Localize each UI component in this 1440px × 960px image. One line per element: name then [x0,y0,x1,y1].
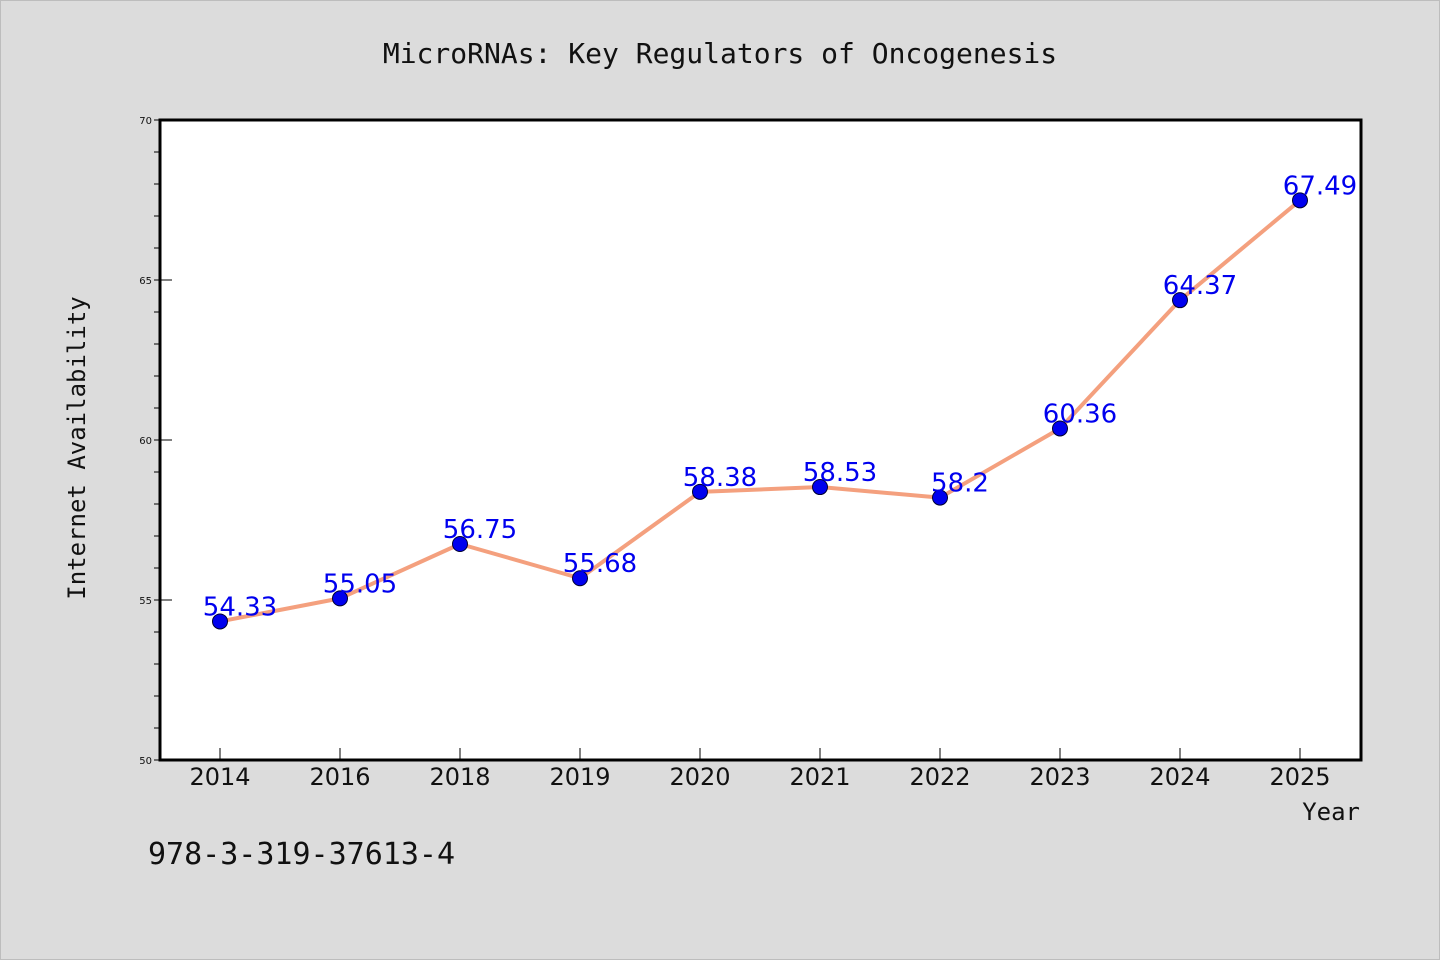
x-tick-label: 2021 [789,763,850,791]
data-label: 54.33 [203,592,277,622]
x-tick-label: 2018 [429,763,490,791]
x-tick-label: 2022 [909,763,970,791]
x-axis-ticks: 2014 2016 2018 2019 2020 2021 2022 2023 2024 2025 [189,748,1331,791]
series-line-group [218,198,1302,624]
data-point [332,590,348,607]
data-markers [212,192,1308,630]
data-point [692,483,708,500]
y-tick-label: 60 [139,436,152,447]
data-point [1172,292,1188,309]
x-tick-label: 2014 [189,763,250,791]
x-tick-label: 2016 [309,763,370,791]
data-label: 58.53 [803,458,877,488]
data-point [1052,420,1068,437]
isbn-text: 978-3-319-37613-4 [148,837,455,872]
data-label: 64.37 [1163,271,1237,301]
chart-title: MicroRNAs: Key Regulators of Oncogenesis [383,37,1057,70]
series-line [218,198,1302,624]
data-point [212,613,228,630]
y-axis-label: Internet Availability [63,296,91,599]
x-tick-label: 2025 [1269,763,1330,791]
data-label: 60.36 [1043,399,1117,429]
data-point [932,489,948,506]
x-tick-label: 2020 [669,763,730,791]
x-tick-label: 2023 [1029,763,1090,791]
x-tick-label: 2019 [549,763,610,791]
data-point [572,570,588,587]
data-label: 67.49 [1283,171,1357,201]
data-labels: 54.33 55.05 56.75 55.68 58.38 58.53 58.2 60.36 6… [203,171,1357,622]
y-tick-label: 70 [139,116,152,127]
y-tick-label: 65 [139,276,152,287]
data-point [452,536,468,552]
plot-area [158,118,1363,762]
data-point [812,479,828,496]
data-label: 58.38 [683,463,757,493]
y-tick-label: 50 [139,756,152,767]
x-axis-label: Year [1302,798,1360,826]
data-point [1292,192,1308,209]
data-label: 55.05 [323,569,397,599]
x-tick-label: 2024 [1149,763,1210,791]
y-axis-ticks: 50 55 60 65 70 [139,116,172,767]
data-label: 58.2 [931,469,989,499]
data-label: 56.75 [443,515,517,545]
data-label: 55.68 [563,549,637,579]
y-tick-label: 55 [139,596,152,607]
